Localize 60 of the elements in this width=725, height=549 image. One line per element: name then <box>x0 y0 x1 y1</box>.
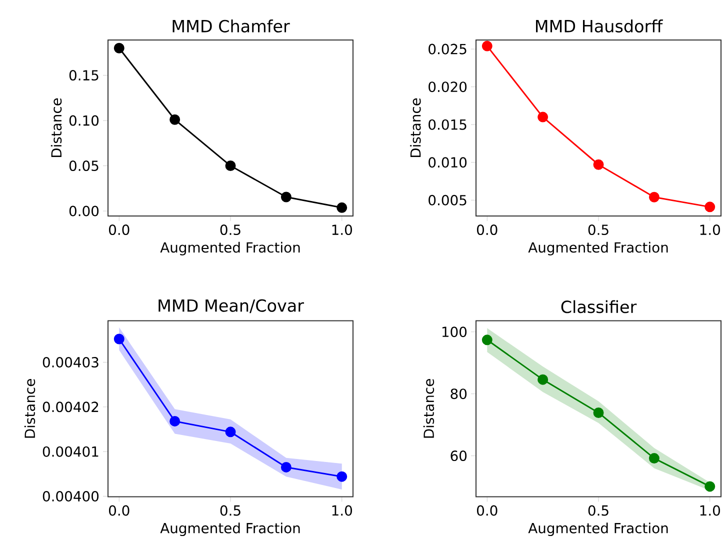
y-tick-label: 0.15 <box>69 70 98 81</box>
y-tick-label: 0.025 <box>428 44 466 54</box>
x-axis-title: Augmented Fraction <box>528 522 668 536</box>
point <box>538 374 548 385</box>
x-tick-label: 0.0 <box>477 224 498 236</box>
y-tick-label: 0.05 <box>69 160 98 172</box>
x-axis-title: Augmented Fraction <box>160 522 300 536</box>
chart-title: Classifier <box>561 300 637 314</box>
x-tick-label: 1.0 <box>700 224 720 236</box>
y-axis-title: Distance <box>410 98 421 158</box>
x-axis-title: Augmented Fraction <box>160 242 300 256</box>
x-tick-label: 0.5 <box>220 505 240 516</box>
x-tick-label: 1.0 <box>332 505 352 516</box>
y-tick-label: 0.10 <box>69 115 99 126</box>
point <box>280 192 292 202</box>
x-tick-label: 0.5 <box>588 505 608 516</box>
y-tick-label: 100 <box>442 326 467 338</box>
point <box>114 42 124 54</box>
x-tick-label: 0.0 <box>477 505 498 516</box>
chart-title: MMD Hausdorff <box>536 20 663 32</box>
y-tick-label: 0.020 <box>428 82 467 92</box>
x-tick-label: 0.0 <box>108 505 130 516</box>
point <box>225 426 236 438</box>
point <box>114 334 124 344</box>
point <box>648 453 660 464</box>
point <box>648 192 660 202</box>
y-axis-title: Distance <box>423 379 434 438</box>
y-axis-title: Distance <box>24 379 36 438</box>
point <box>704 202 716 212</box>
point <box>225 160 236 172</box>
point <box>280 462 292 472</box>
y-axis-title: Distance <box>50 98 62 158</box>
x-tick-label: 0.0 <box>108 224 130 236</box>
point <box>538 112 548 122</box>
y-tick-label: 80 <box>450 388 467 400</box>
point <box>336 471 348 482</box>
point <box>170 416 180 426</box>
x-tick-label: 1.0 <box>700 505 720 516</box>
y-tick-label: 0.015 <box>428 119 466 130</box>
point <box>593 407 604 418</box>
chart-title: MMD Chamfer <box>172 20 290 32</box>
point <box>336 202 348 213</box>
point <box>704 481 716 492</box>
x-tick-label: 0.5 <box>220 224 240 236</box>
y-tick-label: 0.00403 <box>42 356 98 368</box>
point <box>170 114 180 125</box>
y-tick-label: 0.00 <box>69 206 99 216</box>
point <box>482 40 492 52</box>
y-tick-label: 0.005 <box>428 194 466 206</box>
y-tick-label: 0.00400 <box>42 490 99 502</box>
y-tick-label: 0.00402 <box>42 402 98 412</box>
point <box>482 334 492 346</box>
y-tick-label: 0.00401 <box>42 446 98 457</box>
y-tick-label: 60 <box>450 450 467 462</box>
chart-title: MMD Mean/Covar <box>158 299 304 314</box>
y-tick-label: 0.010 <box>428 157 467 168</box>
point <box>593 159 604 170</box>
x-tick-label: 0.5 <box>588 224 608 236</box>
x-axis-title: Augmented Fraction <box>528 242 668 256</box>
x-tick-label: 1.0 <box>332 224 352 236</box>
